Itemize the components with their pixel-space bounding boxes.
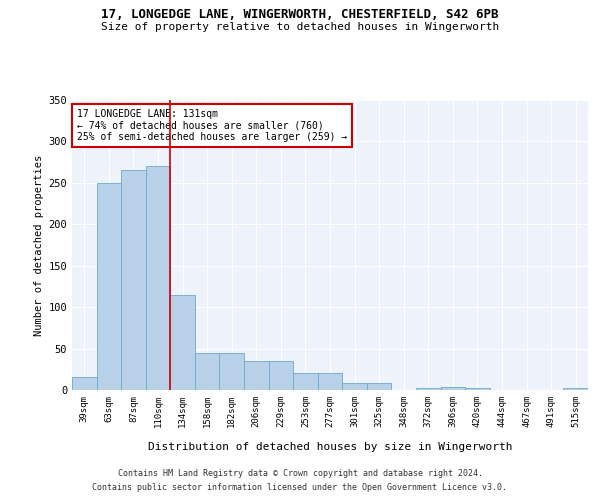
Bar — [170, 294, 195, 390]
Bar — [563, 388, 588, 390]
Bar — [72, 376, 97, 390]
Text: 17, LONGEDGE LANE, WINGERWORTH, CHESTERFIELD, S42 6PB: 17, LONGEDGE LANE, WINGERWORTH, CHESTERF… — [101, 8, 499, 20]
Text: Size of property relative to detached houses in Wingerworth: Size of property relative to detached ho… — [101, 22, 499, 32]
Bar — [269, 361, 293, 390]
Bar — [97, 183, 121, 390]
Bar — [367, 384, 391, 390]
Bar — [465, 388, 490, 390]
Bar — [293, 372, 318, 390]
Text: 17 LONGEDGE LANE: 131sqm
← 74% of detached houses are smaller (760)
25% of semi-: 17 LONGEDGE LANE: 131sqm ← 74% of detach… — [77, 108, 347, 142]
Bar — [195, 352, 220, 390]
Bar — [146, 166, 170, 390]
Bar — [318, 372, 342, 390]
Text: Distribution of detached houses by size in Wingerworth: Distribution of detached houses by size … — [148, 442, 512, 452]
Bar — [440, 386, 465, 390]
Text: Contains public sector information licensed under the Open Government Licence v3: Contains public sector information licen… — [92, 484, 508, 492]
Bar — [416, 388, 440, 390]
Y-axis label: Number of detached properties: Number of detached properties — [34, 154, 44, 336]
Bar — [342, 384, 367, 390]
Bar — [244, 361, 269, 390]
Bar — [121, 170, 146, 390]
Text: Contains HM Land Registry data © Crown copyright and database right 2024.: Contains HM Land Registry data © Crown c… — [118, 468, 482, 477]
Bar — [220, 352, 244, 390]
